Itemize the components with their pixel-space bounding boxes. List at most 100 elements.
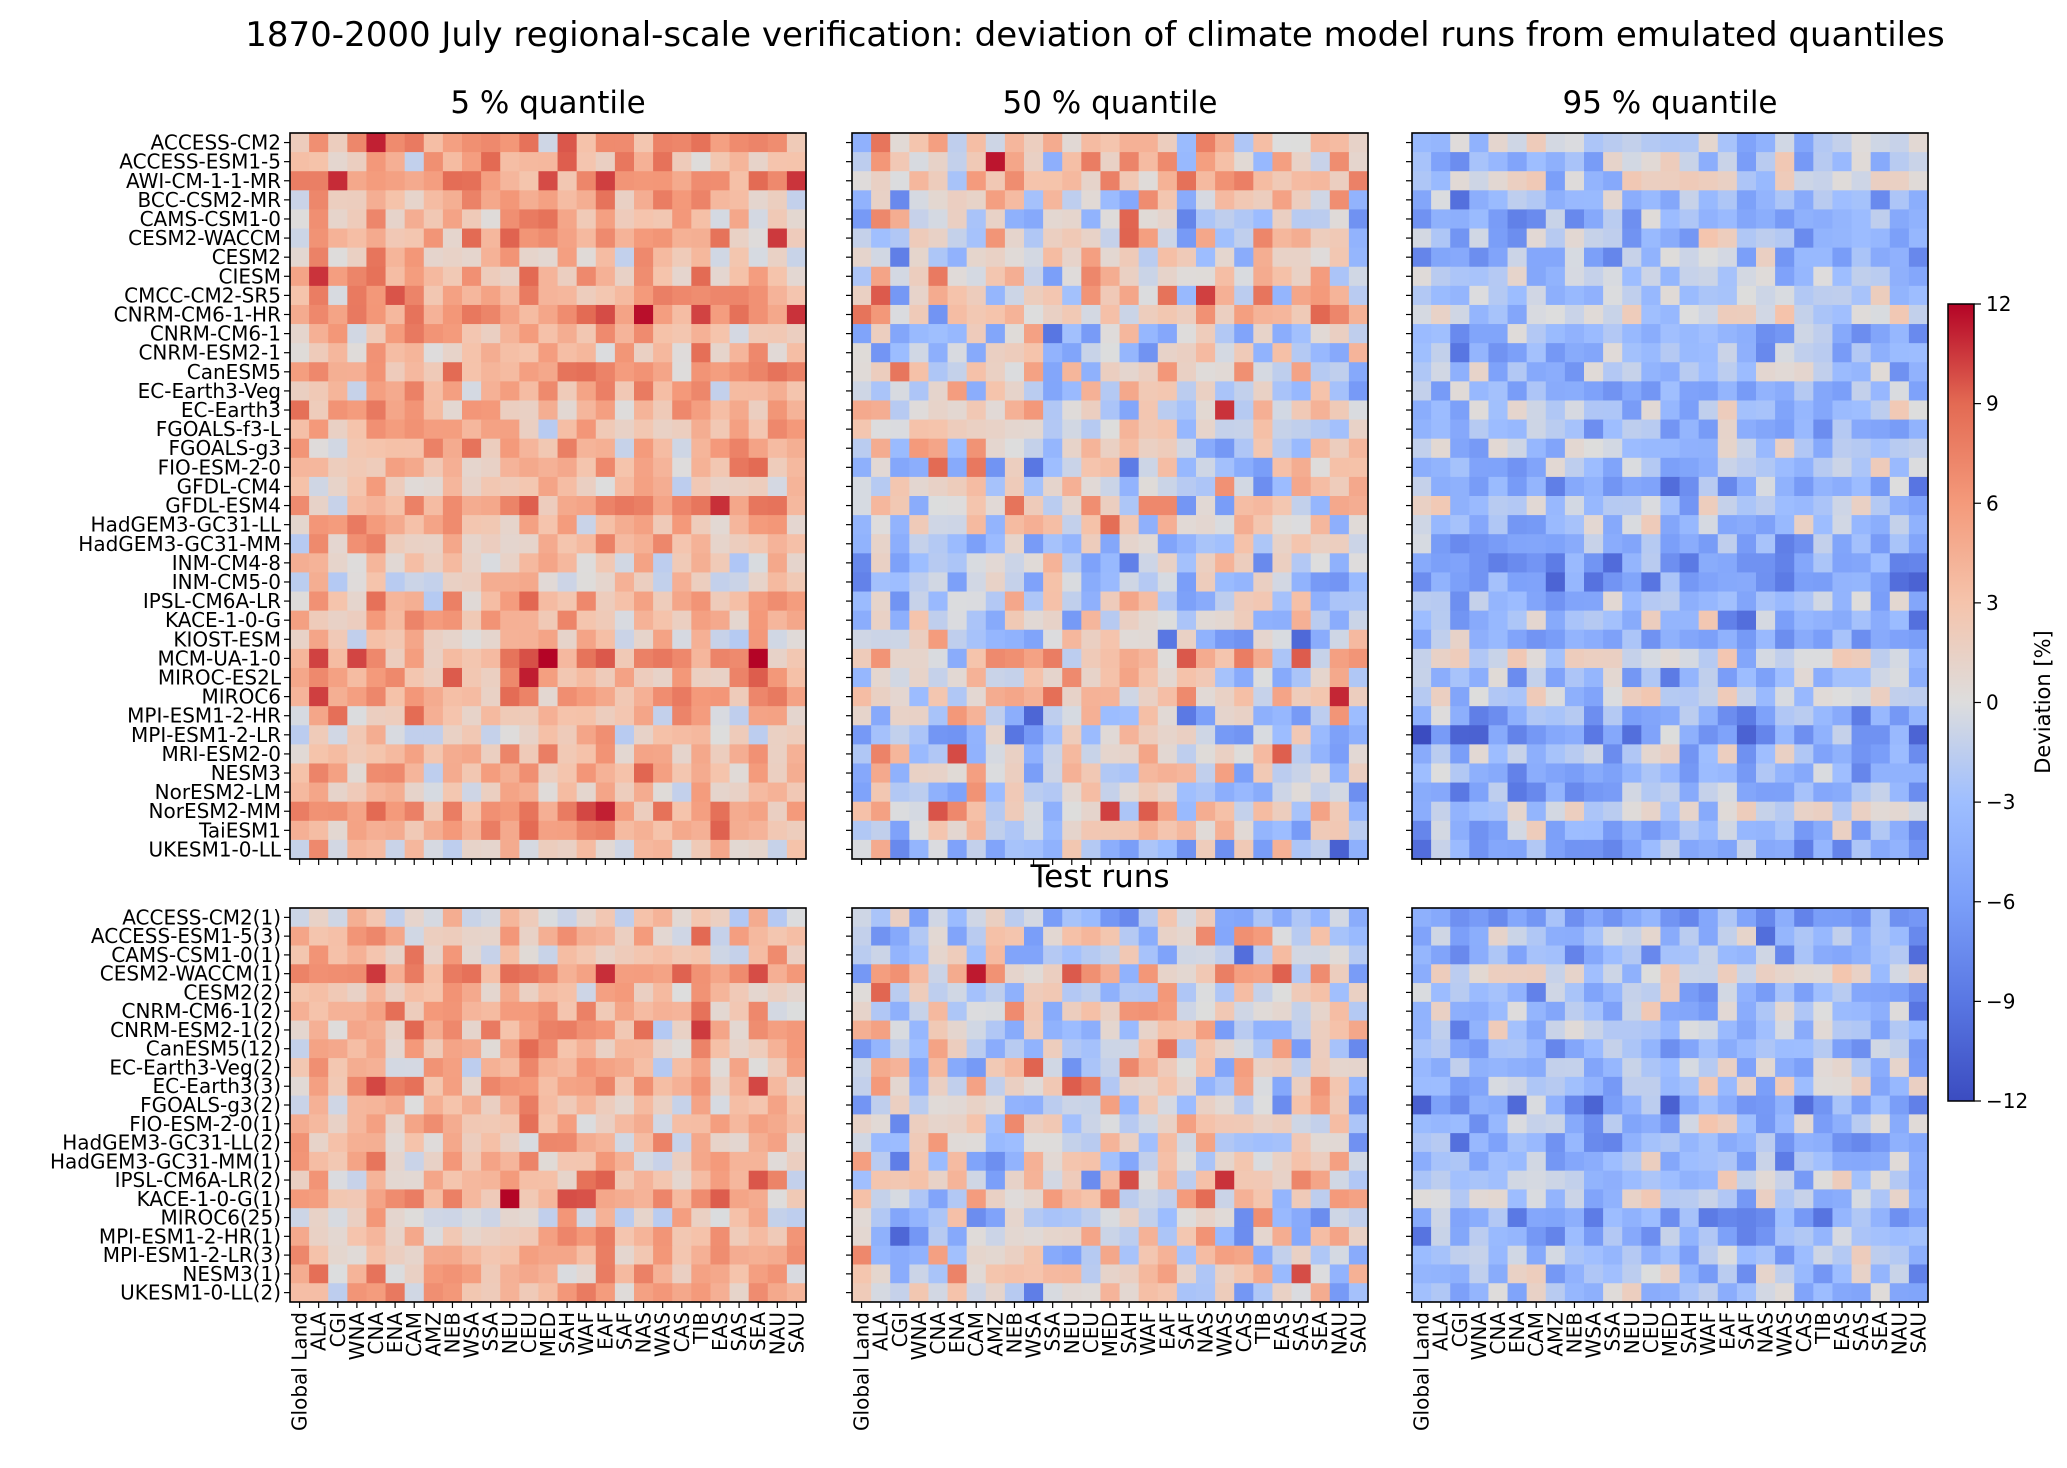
heatmap-cell <box>1272 553 1293 574</box>
heatmap-cell <box>557 648 578 669</box>
heatmap-cell <box>928 687 949 707</box>
heatmap-cell <box>576 610 597 631</box>
heatmap-cell <box>1412 515 1432 535</box>
heatmap-cell <box>691 687 712 707</box>
heatmap-cell <box>442 591 463 612</box>
heatmap-cell <box>1329 945 1350 965</box>
heatmap-cell <box>1889 801 1910 822</box>
heatmap-cell <box>1679 782 1700 803</box>
heatmap-cell <box>1291 228 1312 249</box>
heatmap-cell <box>385 285 406 306</box>
heatmap-cell <box>1870 266 1891 287</box>
heatmap-cell <box>1348 209 1369 230</box>
heatmap-cell <box>909 782 930 803</box>
heatmap-cell <box>1215 343 1235 363</box>
heatmap-cell <box>1488 839 1509 860</box>
heatmap-cell <box>290 983 310 1003</box>
heatmap-cell <box>309 152 329 172</box>
heatmap-cell <box>1889 1133 1910 1153</box>
heatmap-cell <box>1889 964 1910 984</box>
heatmap-cell <box>1329 247 1350 268</box>
heatmap-cell <box>710 534 731 554</box>
heatmap-cell <box>328 964 348 984</box>
heatmap-cell <box>1176 496 1197 516</box>
heatmap-cell <box>538 304 559 325</box>
heatmap-cell <box>1794 362 1814 382</box>
heatmap-cell <box>1215 687 1235 707</box>
heatmap-cell <box>1469 400 1490 421</box>
heatmap-cell <box>1062 190 1082 211</box>
heatmap-cell <box>691 171 712 191</box>
heatmap-cell <box>366 171 387 191</box>
heatmap-cell <box>1043 648 1063 669</box>
heatmap-cell <box>1832 419 1853 440</box>
heatmap-cell <box>309 1151 329 1172</box>
heatmap-cell <box>1043 1226 1063 1247</box>
heatmap-cell <box>871 266 891 287</box>
heatmap-cell <box>442 247 463 268</box>
heatmap-cell <box>1062 304 1082 325</box>
heatmap-cell <box>653 152 673 172</box>
heatmap-cell <box>1660 591 1681 612</box>
heatmap-cell <box>871 152 891 172</box>
heatmap-cell <box>1024 438 1044 459</box>
heatmap-cell <box>634 209 654 230</box>
heatmap-cell <box>309 1208 329 1228</box>
heatmap-cell <box>1450 534 1470 554</box>
heatmap-cell <box>347 343 368 363</box>
heatmap-cell <box>481 744 501 765</box>
heatmap-cell <box>347 629 368 650</box>
heatmap-cell <box>309 285 329 306</box>
heatmap-cell <box>1564 400 1585 421</box>
heatmap-cell <box>1431 381 1451 402</box>
heatmap-cell <box>328 763 348 784</box>
heatmap-cell <box>748 591 769 612</box>
heatmap-cell <box>1062 687 1082 707</box>
heatmap-cell <box>1100 476 1121 497</box>
heatmap-cell <box>871 926 891 947</box>
heatmap-cell <box>1253 1264 1274 1284</box>
heatmap-cell <box>1488 1058 1509 1078</box>
heatmap-cell <box>1310 209 1331 230</box>
heatmap-cell <box>1004 1208 1025 1228</box>
heatmap-cell <box>1679 381 1700 402</box>
heatmap-cell <box>1507 744 1528 765</box>
heatmap-cell <box>1348 515 1369 535</box>
heatmap-cell <box>1564 725 1585 745</box>
heatmap-cell <box>366 572 387 593</box>
heatmap-cell <box>1603 908 1623 928</box>
heatmap-cell <box>928 1001 949 1022</box>
heatmap-cell <box>1641 515 1662 535</box>
heatmap-cell <box>947 763 968 784</box>
heatmap-cell <box>1545 362 1566 382</box>
heatmap-cell <box>1310 534 1331 554</box>
heatmap-cell <box>1775 190 1795 211</box>
heatmap-cell <box>328 820 348 841</box>
heatmap-cell <box>481 285 501 306</box>
heatmap-cell <box>1024 945 1044 965</box>
heatmap-cell <box>1851 820 1872 841</box>
heatmap-cell <box>1603 1151 1623 1172</box>
heatmap-cell <box>1100 400 1121 421</box>
heatmap-cell <box>1545 1133 1566 1153</box>
heatmap-cell <box>909 763 930 784</box>
heatmap-cell <box>1253 171 1274 191</box>
heatmap-cell <box>1851 801 1872 822</box>
heatmap-cell <box>1348 763 1369 784</box>
heatmap-cell <box>1431 515 1451 535</box>
heatmap-cell <box>1176 725 1197 745</box>
heatmap-cell <box>1870 801 1891 822</box>
heatmap-cell <box>1717 1133 1738 1153</box>
heatmap-cell <box>1851 152 1872 172</box>
heatmap-cell <box>985 1245 1006 1266</box>
heatmap-cell <box>1412 926 1432 947</box>
heatmap-cell <box>1348 190 1369 211</box>
heatmap-cell <box>966 496 987 516</box>
heatmap-cell <box>557 496 578 516</box>
y-tick-label-mpi-esm1-2-lr: MPI-ESM1-2-LR <box>131 723 281 747</box>
heatmap-cell <box>1488 1095 1509 1115</box>
heatmap-cell <box>890 362 910 382</box>
heatmap-cell <box>634 247 654 268</box>
heatmap-cell <box>1717 438 1738 459</box>
